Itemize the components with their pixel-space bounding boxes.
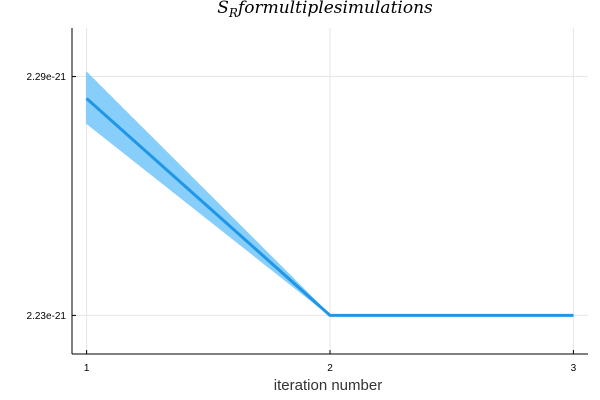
y-tick-label: 2.29e-21: [27, 72, 67, 83]
chart-title: SRformultiplesimulations: [217, 0, 433, 20]
grid-lines: [72, 28, 588, 354]
x-tick-label: 1: [84, 363, 90, 374]
y-tick-label: 2.23e-21: [27, 311, 67, 322]
axes: [71, 28, 588, 355]
x-axis-label: iteration number: [274, 377, 382, 394]
x-tick-label: 2: [327, 363, 333, 374]
tick-labels: 1 2 3 2.29e-21 2.23e-21: [27, 72, 577, 374]
mean-line: [85, 97, 574, 317]
x-tick-label: 3: [571, 363, 577, 374]
